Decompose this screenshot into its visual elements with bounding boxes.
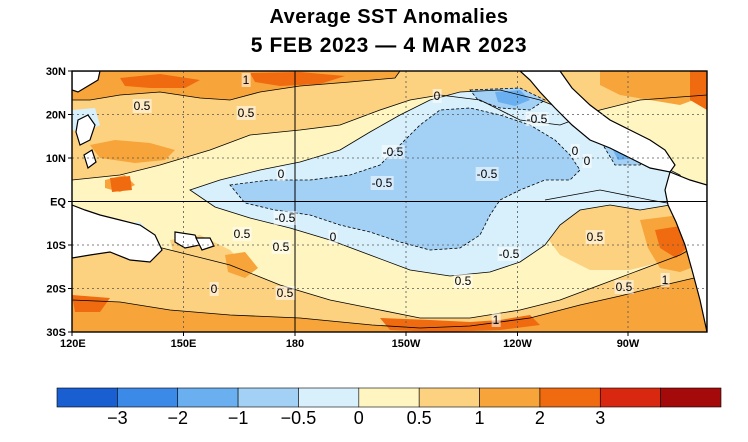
- contour-label: 0: [278, 167, 285, 181]
- land-masses: [72, 71, 707, 332]
- lat-label: 30N: [46, 66, 66, 78]
- contour-label-bg: [132, 99, 152, 113]
- lon-label: 150W: [392, 338, 421, 350]
- contour-label: 0.5: [455, 274, 472, 288]
- contour-label: 0.5: [616, 280, 633, 294]
- colorbar-label: −0.5: [281, 408, 317, 428]
- contour-label-bg: [585, 230, 605, 244]
- contour-label-bg: [328, 230, 338, 244]
- colorbar-segment: [237, 387, 299, 408]
- colorbar-label: 0: [354, 408, 364, 428]
- colorbar: [56, 387, 722, 408]
- contour-label: 0.5: [277, 286, 294, 300]
- colorbar-segment: [660, 387, 722, 408]
- contour-label-bg: [275, 286, 295, 300]
- lon-label: 120W: [503, 338, 532, 350]
- contour-label-bg: [475, 167, 499, 181]
- lat-label: 20S: [46, 284, 66, 296]
- lat-label: 10S: [46, 240, 66, 252]
- contour-label: -0.5: [275, 211, 296, 225]
- contour-label-bg: [273, 211, 297, 225]
- contour-label: -0.5: [527, 112, 548, 126]
- contour-label: -0.5: [499, 247, 520, 261]
- contour-label-bg: [241, 73, 251, 87]
- contour-label: 1: [493, 313, 500, 327]
- contour-label: 0: [434, 89, 441, 103]
- lon-label: 90W: [617, 338, 640, 350]
- colorbar-segment: [358, 387, 420, 408]
- colorbar-label: 1: [475, 408, 485, 428]
- colorbar-segment: [479, 387, 541, 408]
- contour-label: 0: [330, 230, 337, 244]
- contour-label-bg: [381, 145, 405, 159]
- contour-label-bg: [209, 282, 219, 296]
- contour-label-bg: [236, 106, 256, 120]
- contour-label-bg: [660, 273, 670, 287]
- contour-label-bg: [491, 313, 501, 327]
- contour-label: 0: [584, 154, 591, 168]
- colorbar-segment: [117, 387, 179, 408]
- contour-label: 0.5: [273, 240, 290, 254]
- lon-label: 120E: [60, 338, 86, 350]
- colorbar-label: 3: [595, 408, 605, 428]
- colorbar-label: 0.5: [407, 408, 432, 428]
- contour-label-bg: [232, 227, 252, 241]
- lat-label: 20N: [46, 110, 66, 122]
- contour-label-bg: [582, 154, 592, 168]
- lon-label: 180: [286, 338, 304, 350]
- contour-label: 0: [211, 282, 218, 296]
- colorbar-label: −3: [107, 408, 128, 428]
- colorbar-segment: [539, 387, 601, 408]
- contour-label-bg: [497, 247, 521, 261]
- map-title: Average SST Anomalies: [269, 6, 509, 28]
- equator-dateline: [72, 71, 707, 332]
- contour-label: 0: [572, 144, 579, 158]
- contour-label: 0.5: [238, 106, 255, 120]
- colorbar-segment: [298, 387, 360, 408]
- lon-label: 150E: [171, 338, 197, 350]
- map-date-range: 5 FEB 2023 — 4 MAR 2023: [250, 34, 528, 57]
- contour-label-bg: [570, 144, 580, 158]
- contour-label: 1: [662, 273, 669, 287]
- colorbar-label: −1: [228, 408, 249, 428]
- lat-label: EQ: [50, 197, 66, 209]
- contour-label: 0.5: [134, 99, 151, 113]
- lat-label: 10N: [46, 153, 66, 165]
- contour-label-bg: [276, 167, 286, 181]
- contour-label: -0.5: [383, 145, 404, 159]
- contour-label-bg: [614, 280, 634, 294]
- contour-label-bg: [370, 176, 394, 190]
- colorbar-segment: [418, 387, 480, 408]
- contour-label-bg: [271, 240, 291, 254]
- colorbar-label: −2: [167, 408, 188, 428]
- lat-label: 30S: [46, 327, 66, 339]
- contour-label-bg: [525, 112, 549, 126]
- colorbar-label: 2: [535, 408, 545, 428]
- contour-label: -0.5: [477, 167, 498, 181]
- colorbar-segment: [56, 387, 118, 408]
- contour-label: -0.5: [372, 176, 393, 190]
- colorbar-segment: [599, 387, 661, 408]
- colorbar-segment: [177, 387, 239, 408]
- contour-label-bg: [453, 274, 473, 288]
- contour-label: 0.5: [587, 230, 604, 244]
- anomaly-field: [72, 71, 707, 332]
- contour-label-bg: [432, 89, 442, 103]
- contour-label: 0.5: [234, 227, 251, 241]
- contour-label: 1: [243, 73, 250, 87]
